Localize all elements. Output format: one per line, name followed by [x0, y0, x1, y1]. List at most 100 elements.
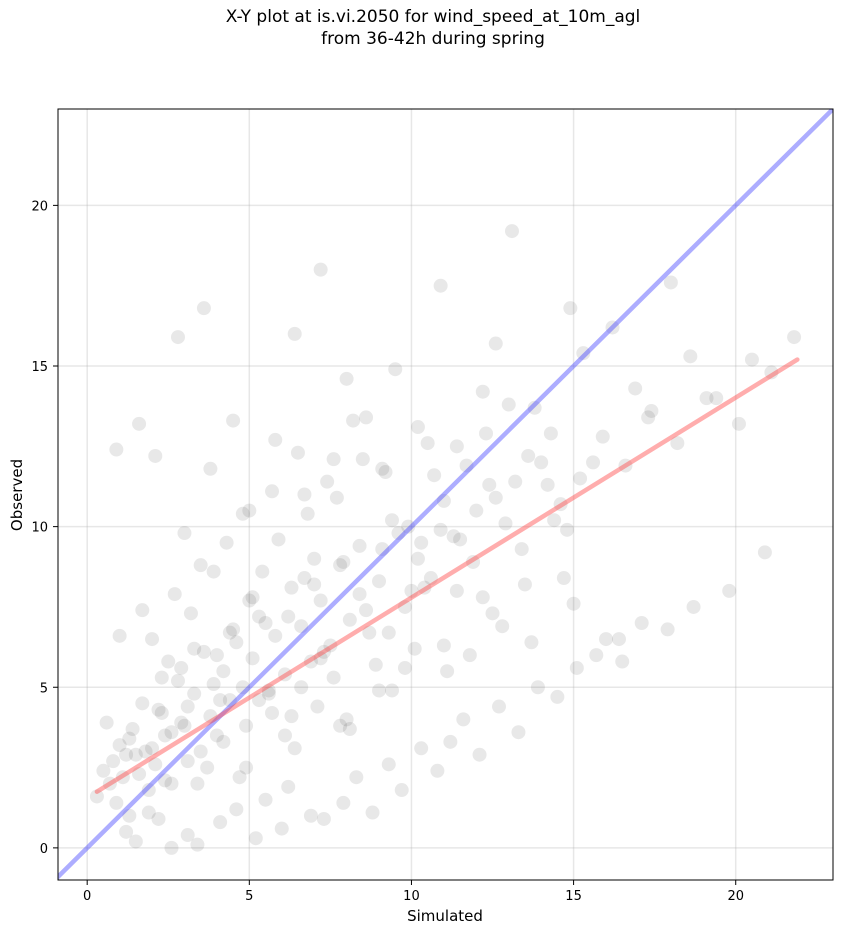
- data-point: [378, 465, 393, 480]
- data-point: [410, 551, 425, 566]
- data-point: [488, 490, 503, 505]
- data-point: [232, 770, 247, 785]
- data-point: [498, 516, 513, 531]
- data-point: [239, 718, 254, 733]
- data-point: [154, 670, 169, 685]
- data-point: [605, 320, 620, 335]
- x-tick-label: 5: [245, 889, 253, 904]
- data-point: [154, 705, 169, 720]
- data-point: [764, 365, 779, 380]
- data-point: [174, 660, 189, 675]
- data-point: [252, 609, 267, 624]
- data-point: [443, 734, 458, 749]
- data-point: [543, 426, 558, 441]
- data-point: [615, 654, 630, 669]
- data-point: [511, 725, 526, 740]
- data-point: [200, 760, 215, 775]
- data-point: [125, 722, 140, 737]
- data-point: [258, 792, 273, 807]
- data-point: [161, 654, 176, 669]
- data-point: [449, 439, 464, 454]
- reference-lines: [58, 109, 833, 880]
- data-point: [274, 821, 289, 836]
- data-point: [787, 330, 802, 345]
- data-point: [599, 632, 614, 647]
- data-point: [219, 535, 234, 550]
- data-point: [271, 532, 286, 547]
- data-point: [284, 709, 299, 724]
- data-point: [209, 648, 224, 663]
- data-point: [722, 583, 737, 598]
- data-point: [466, 554, 481, 569]
- data-point: [222, 693, 237, 708]
- data-point: [731, 416, 746, 431]
- data-point: [540, 477, 555, 492]
- data-point: [362, 625, 377, 640]
- data-point: [132, 766, 147, 781]
- data-point: [394, 783, 409, 798]
- data-point: [255, 564, 270, 579]
- data-point: [709, 391, 724, 406]
- data-point: [589, 648, 604, 663]
- data-point: [349, 770, 364, 785]
- data-point: [372, 683, 387, 698]
- data-point: [187, 641, 202, 656]
- data-point: [336, 554, 351, 569]
- data-point: [433, 278, 448, 293]
- data-point: [420, 436, 435, 451]
- data-point: [566, 596, 581, 611]
- data-point: [112, 738, 127, 753]
- x-tick-label: 0: [83, 889, 91, 904]
- data-point: [151, 811, 166, 826]
- data-point: [553, 497, 568, 512]
- data-point: [303, 808, 318, 823]
- data-point: [180, 754, 195, 769]
- x-tick-label: 20: [727, 889, 744, 904]
- data-point: [381, 757, 396, 772]
- data-point: [164, 776, 179, 791]
- data-point: [333, 718, 348, 733]
- data-point: [472, 747, 487, 762]
- data-point: [106, 754, 121, 769]
- data-point: [508, 474, 523, 489]
- data-point: [423, 571, 438, 586]
- data-point: [89, 789, 104, 804]
- data-point: [342, 722, 357, 737]
- data-point: [384, 513, 399, 528]
- data-point: [170, 330, 185, 345]
- regression-line: [94, 357, 800, 794]
- data-point: [550, 689, 565, 704]
- data-point: [277, 667, 292, 682]
- data-point: [287, 326, 302, 341]
- data-point: [128, 747, 143, 762]
- data-point: [660, 622, 675, 637]
- data-point: [119, 747, 134, 762]
- data-point: [757, 545, 772, 560]
- data-point: [352, 587, 367, 602]
- data-point: [109, 795, 124, 810]
- data-point: [216, 664, 231, 679]
- data-point: [401, 519, 416, 534]
- data-point: [180, 699, 195, 714]
- data-point: [397, 660, 412, 675]
- data-point: [206, 564, 221, 579]
- data-point: [611, 632, 626, 647]
- data-point: [96, 763, 111, 778]
- data-point: [414, 535, 429, 550]
- chart-title-block: X-Y plot at is.vi.2050 for wind_speed_at…: [0, 6, 843, 50]
- data-point: [148, 757, 163, 772]
- data-point: [229, 802, 244, 817]
- data-point: [209, 728, 224, 743]
- data-point: [521, 448, 536, 463]
- data-point: [180, 828, 195, 843]
- data-point: [449, 583, 464, 598]
- data-point: [177, 526, 192, 541]
- data-point: [265, 705, 280, 720]
- data-point: [141, 783, 156, 798]
- data-point: [485, 606, 500, 621]
- data-point: [440, 664, 455, 679]
- data-point: [488, 336, 503, 351]
- data-point: [618, 458, 633, 473]
- data-point: [628, 381, 643, 396]
- data-point: [407, 641, 422, 656]
